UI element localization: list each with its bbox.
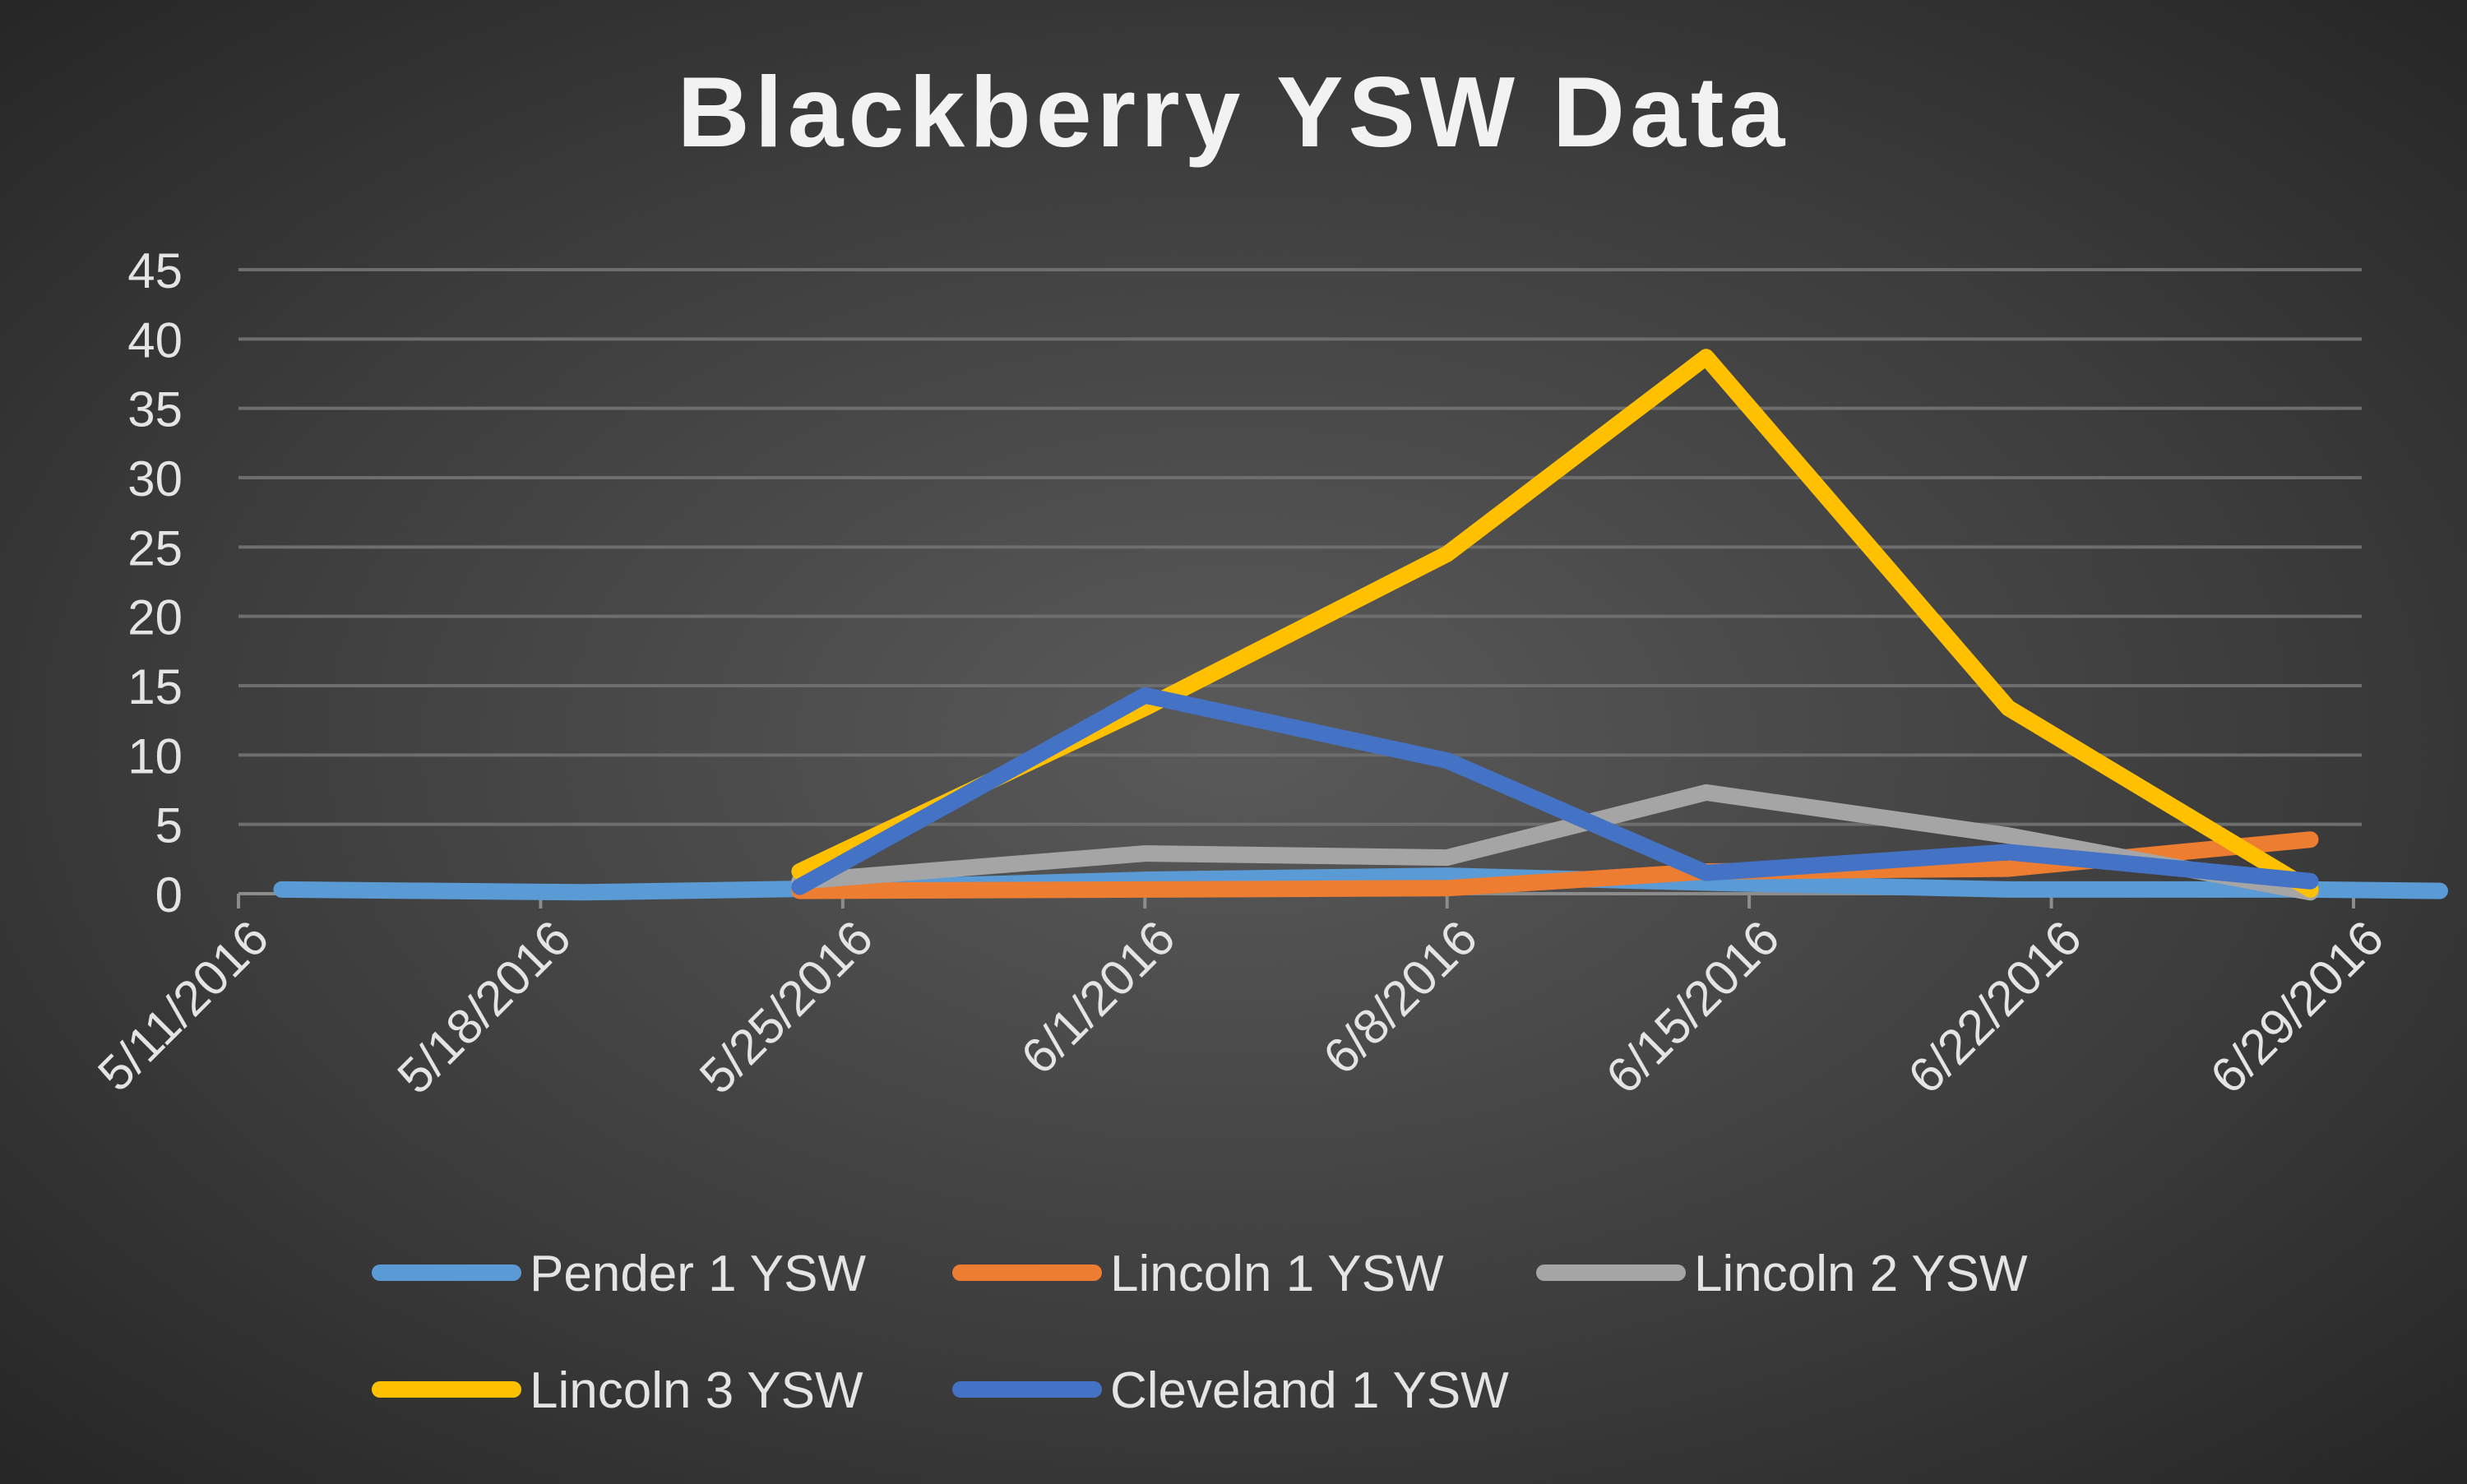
chart-title: Blackberry YSW Data [678, 56, 1790, 168]
x-tick-label: 6/1/2016 [1011, 910, 1186, 1085]
legend-label-lincoln-1-ysw: Lincoln 1 YSW [1110, 1246, 1444, 1302]
legend-label-cleveland-1-ysw: Cleveland 1 YSW [1110, 1362, 1509, 1419]
x-tick-label: 5/25/2016 [689, 910, 883, 1104]
y-tick-label: 35 [127, 382, 183, 437]
y-tick-label: 40 [127, 312, 183, 368]
legend-label-pender-1-ysw: Pender 1 YSW [530, 1246, 866, 1302]
y-tick-label: 30 [127, 451, 183, 506]
series-lines [273, 349, 2448, 901]
axes: 0 5 10 15 20 25 30 35 40 45 5/11/2016 5/18/2016 5/25… [87, 243, 2394, 1104]
x-tick-label: 5/11/2016 [87, 910, 279, 1102]
x-tick-label: 6/15/2016 [1595, 910, 1789, 1104]
x-tick-label: 5/18/2016 [386, 910, 581, 1104]
legend: Pender 1 YSW Lincoln 1 YSW Lincoln 2 YSW Li… [372, 1246, 2028, 1419]
y-tick-label: 45 [127, 243, 183, 298]
y-tick-label: 25 [127, 520, 183, 576]
gridlines [238, 268, 2362, 826]
series-line-cleveland-1-ysw [791, 687, 2319, 895]
y-tick-label: 0 [155, 867, 183, 922]
x-tick-label: 6/8/2016 [1312, 910, 1488, 1085]
y-tick-label: 15 [127, 659, 183, 714]
y-tick-label: 10 [127, 728, 183, 784]
legend-label-lincoln-3-ysw: Lincoln 3 YSW [530, 1362, 863, 1419]
series-line-pender-1-ysw [273, 867, 2448, 901]
y-tick-label: 5 [155, 798, 183, 853]
legend-label-lincoln-2-ysw: Lincoln 2 YSW [1694, 1246, 2028, 1302]
x-tick-label: 6/22/2016 [1898, 910, 2092, 1104]
x-tick-label: 6/29/2016 [2200, 910, 2394, 1104]
y-tick-label: 20 [127, 590, 183, 645]
